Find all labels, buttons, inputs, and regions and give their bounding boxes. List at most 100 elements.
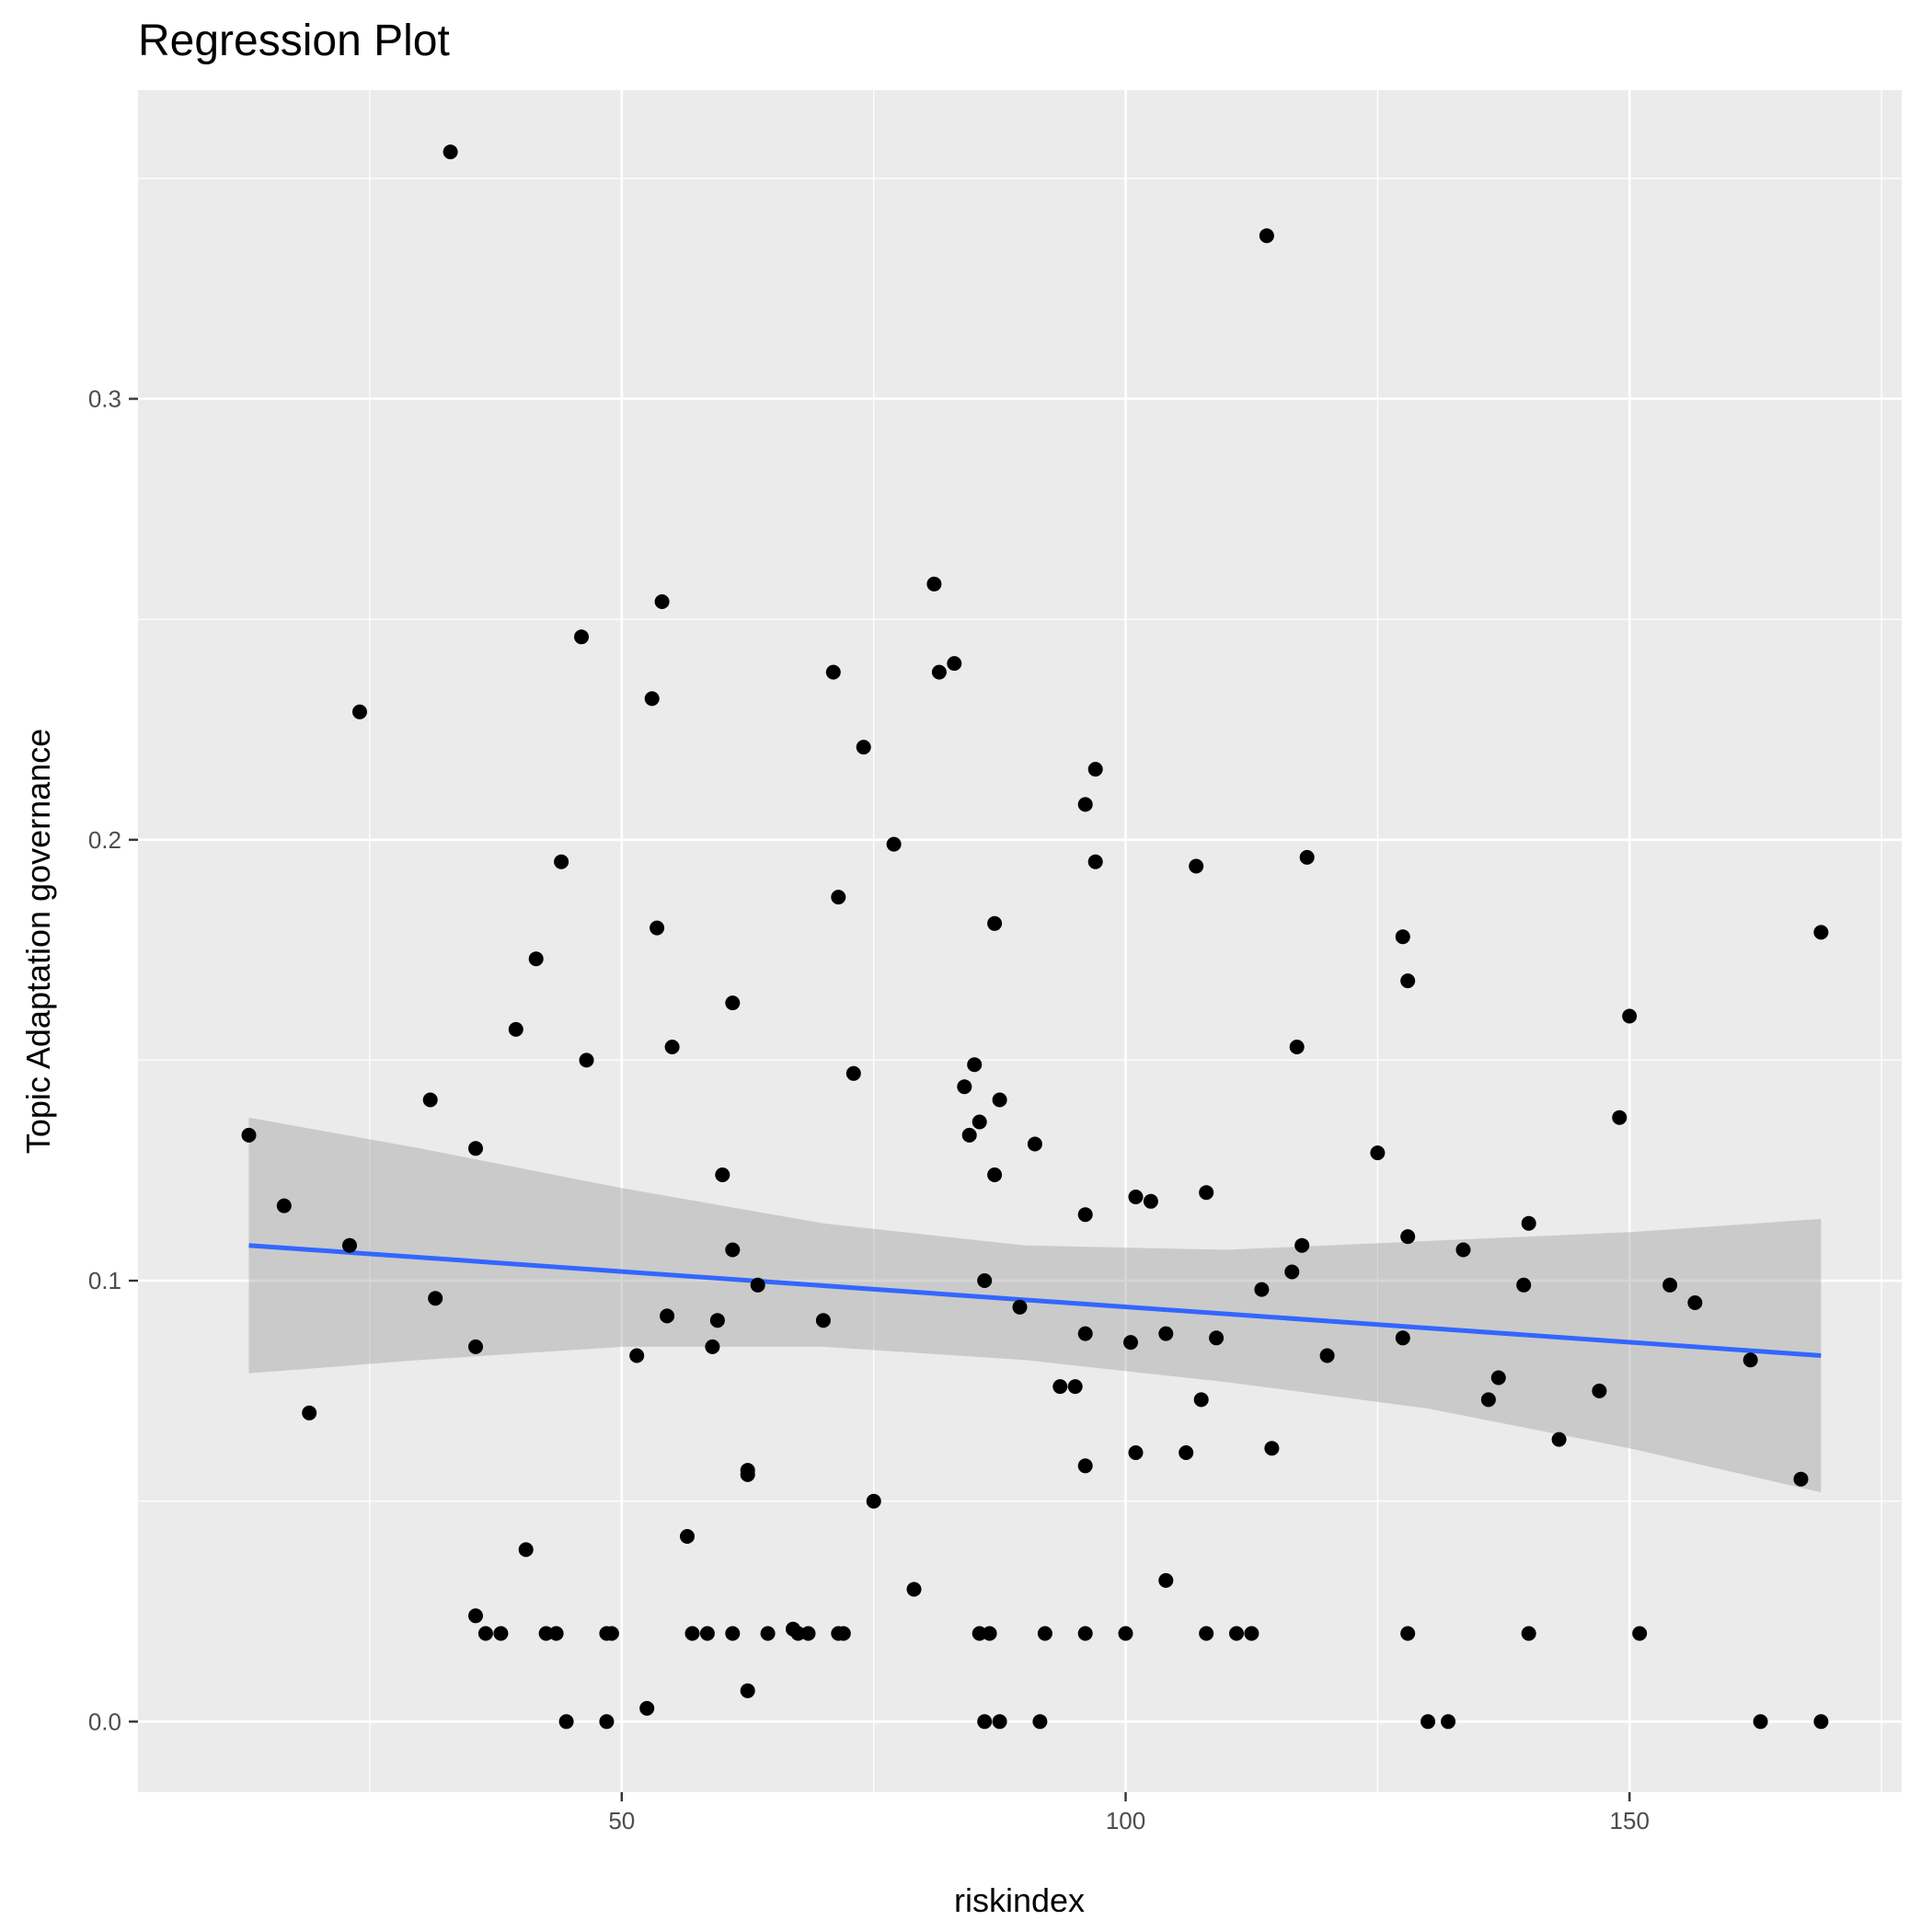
data-point	[1259, 228, 1274, 244]
data-point	[468, 1339, 483, 1354]
data-point	[972, 1114, 987, 1130]
data-point	[982, 1626, 997, 1641]
data-point	[548, 1626, 564, 1641]
data-point	[800, 1626, 816, 1641]
plot-panel	[138, 90, 1902, 1792]
data-point	[599, 1714, 615, 1730]
data-point	[967, 1057, 983, 1073]
data-point	[1244, 1626, 1259, 1641]
data-point	[1087, 854, 1103, 869]
data-point	[654, 594, 670, 609]
data-point	[1077, 1626, 1093, 1641]
data-point	[1370, 1145, 1386, 1161]
data-point	[1400, 1229, 1416, 1245]
data-point	[705, 1339, 720, 1354]
data-point	[528, 951, 544, 967]
data-point	[1742, 1352, 1758, 1368]
data-point	[644, 691, 660, 707]
data-point	[1753, 1714, 1768, 1730]
data-point	[1052, 1379, 1068, 1395]
minor-gridlines	[138, 90, 1902, 1792]
data-point	[1395, 1330, 1410, 1346]
data-point	[1118, 1626, 1133, 1641]
data-point	[1158, 1572, 1174, 1588]
data-point	[1158, 1326, 1174, 1341]
data-point	[1179, 1445, 1194, 1460]
data-point	[987, 1167, 1003, 1182]
data-point	[725, 995, 741, 1011]
data-point	[1813, 1714, 1829, 1730]
data-point	[1087, 762, 1103, 777]
confidence-band	[248, 1117, 1822, 1493]
data-point	[709, 1313, 725, 1328]
data-point	[1793, 1471, 1809, 1487]
data-point	[468, 1141, 483, 1156]
data-point	[1264, 1441, 1280, 1456]
data-point	[1521, 1626, 1536, 1641]
data-point	[1622, 1008, 1638, 1024]
data-point	[1592, 1383, 1607, 1398]
data-point	[1077, 1326, 1093, 1341]
data-point	[825, 664, 841, 680]
data-point	[664, 1040, 680, 1054]
data-point	[992, 1714, 1007, 1730]
data-point	[886, 836, 902, 852]
data-point	[1123, 1335, 1138, 1351]
data-point	[725, 1626, 741, 1641]
data-point	[1294, 1237, 1310, 1253]
major-gridlines	[138, 90, 1902, 1792]
data-point	[477, 1626, 493, 1641]
data-point	[835, 1626, 851, 1641]
data-point	[750, 1277, 765, 1293]
data-point	[987, 915, 1003, 931]
data-point	[660, 1308, 675, 1324]
data-point	[554, 854, 569, 869]
data-point	[740, 1683, 755, 1698]
data-point	[1032, 1714, 1048, 1730]
data-point	[302, 1405, 317, 1420]
data-point	[1067, 1379, 1083, 1395]
x-axis: 50 100 150	[608, 1792, 1650, 1834]
data-point	[579, 1052, 594, 1068]
data-point	[1037, 1626, 1052, 1641]
data-point	[342, 1237, 357, 1253]
data-point	[639, 1700, 655, 1716]
data-point	[1128, 1445, 1144, 1460]
data-point	[1128, 1190, 1144, 1204]
y-tick-label: 0.2	[88, 826, 121, 854]
data-point	[508, 1021, 523, 1037]
data-point	[1480, 1392, 1496, 1408]
data-point	[1254, 1282, 1270, 1297]
y-axis: 0.0 0.1 0.2 0.3	[88, 385, 138, 1735]
data-point	[684, 1626, 700, 1641]
y-tick-label: 0.0	[88, 1708, 121, 1735]
data-point	[992, 1092, 1007, 1108]
y-tick-label: 0.1	[88, 1267, 121, 1294]
data-point	[977, 1714, 993, 1730]
data-point	[1490, 1370, 1506, 1386]
data-point	[493, 1626, 509, 1641]
data-point	[1395, 929, 1410, 945]
data-point	[1632, 1626, 1648, 1641]
data-point	[866, 1493, 881, 1509]
data-points	[241, 144, 1829, 1730]
data-point	[926, 576, 942, 592]
data-point	[790, 1626, 806, 1641]
data-point	[352, 704, 367, 719]
data-point	[518, 1542, 534, 1558]
data-point	[1143, 1193, 1158, 1209]
data-point	[1521, 1215, 1536, 1231]
data-point	[629, 1348, 645, 1363]
data-point	[1284, 1264, 1300, 1280]
data-point	[468, 1608, 483, 1624]
data-point	[558, 1714, 574, 1730]
y-axis-title: Topic Adaptation governance	[19, 729, 57, 1154]
data-point	[715, 1167, 730, 1182]
data-point	[1687, 1295, 1703, 1310]
x-axis-title: riskindex	[954, 1881, 1085, 1919]
regression-line	[248, 1243, 1822, 1359]
data-point	[856, 740, 871, 755]
data-point	[1077, 1207, 1093, 1223]
data-point	[845, 1065, 861, 1081]
